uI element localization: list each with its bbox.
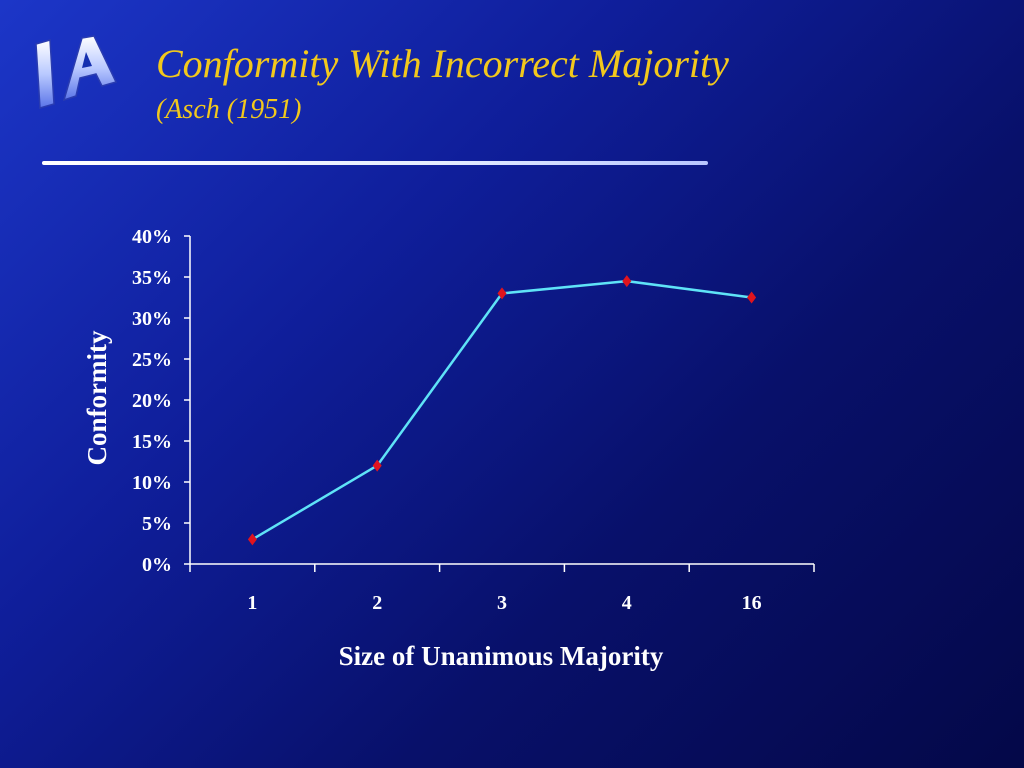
ia-logo xyxy=(35,35,118,109)
data-point-marker xyxy=(372,459,382,472)
y-tick-label: 25% xyxy=(132,349,172,371)
x-axis-title: Size of Unanimous Majority xyxy=(339,641,664,671)
y-tick-label: 5% xyxy=(142,513,172,535)
x-tick-label: 16 xyxy=(742,592,762,614)
data-point-marker xyxy=(497,287,507,300)
y-axis-ticks: 0% 5% 10% 15% 20% 25% 30% 35% 40% xyxy=(132,226,190,576)
y-tick-label: 30% xyxy=(132,308,172,330)
y-axis-title: Conformity xyxy=(82,330,112,465)
y-tick-label: 15% xyxy=(132,431,172,453)
y-tick-label: 0% xyxy=(142,554,172,576)
slide-subtitle: (Asch (1951) xyxy=(156,94,302,125)
data-point-marker xyxy=(622,275,632,288)
data-point-marker xyxy=(747,291,757,304)
title-divider xyxy=(42,161,708,165)
y-tick-label: 40% xyxy=(132,226,172,248)
x-tick-label: 3 xyxy=(497,592,507,614)
y-tick-label: 10% xyxy=(132,472,172,494)
y-tick-label: 35% xyxy=(132,267,172,289)
slide-title: Conformity With Incorrect Majority xyxy=(156,41,729,86)
x-tick-label: 4 xyxy=(622,592,632,614)
x-tick-label: 2 xyxy=(372,592,382,614)
y-tick-label: 20% xyxy=(132,390,172,412)
chart-axes xyxy=(189,236,814,565)
x-axis-ticks: 1 2 3 4 16 xyxy=(189,564,815,614)
x-tick-label: 1 xyxy=(247,592,257,614)
series-group xyxy=(247,275,757,546)
series-line xyxy=(251,279,752,541)
data-point-marker xyxy=(247,533,257,546)
